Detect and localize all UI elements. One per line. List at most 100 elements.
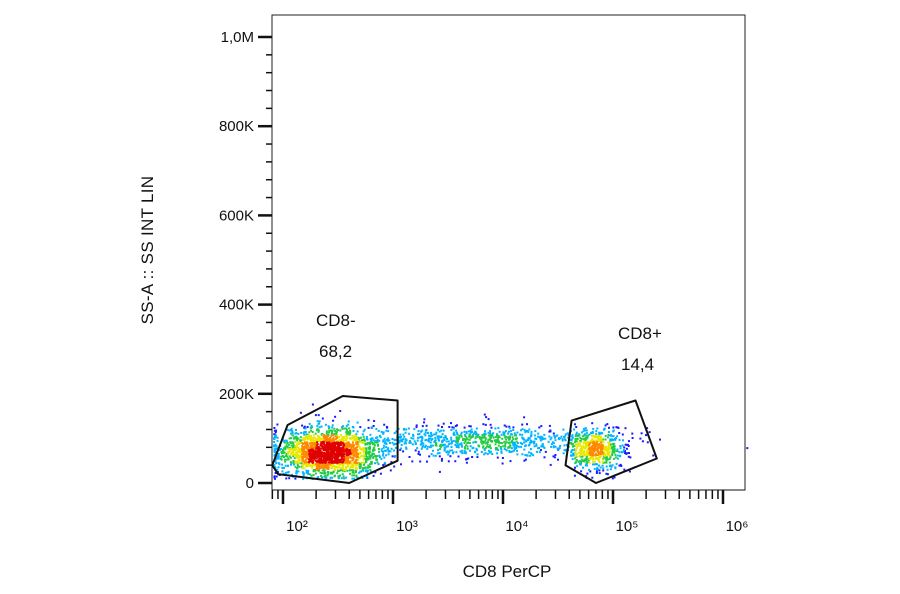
data-point: [361, 468, 364, 471]
data-point: [652, 454, 655, 457]
data-point: [494, 443, 497, 446]
data-point: [612, 426, 615, 429]
data-point: [587, 454, 590, 457]
data-point: [437, 438, 440, 441]
data-point: [435, 431, 438, 434]
data-point: [345, 467, 348, 470]
data-point: [273, 427, 276, 429]
data-point: [438, 455, 441, 458]
data-point: [308, 436, 311, 439]
data-point: [484, 447, 487, 449]
data-point: [591, 444, 594, 447]
data-point: [592, 427, 595, 430]
data-point: [483, 448, 486, 451]
data-point: [432, 454, 435, 457]
data-point: [319, 452, 322, 454]
data-point: [321, 466, 324, 469]
data-point: [503, 431, 506, 434]
data-point: [343, 427, 346, 430]
data-point: [292, 455, 295, 458]
data-point: [579, 439, 582, 442]
data-point: [385, 438, 388, 441]
data-point: [580, 438, 583, 440]
data-point: [612, 435, 615, 438]
data-point: [308, 449, 311, 452]
data-point: [585, 458, 588, 461]
data-point: [537, 435, 540, 438]
data-point: [341, 452, 344, 455]
data-point: [362, 461, 365, 464]
data-point: [543, 447, 546, 449]
data-point: [343, 470, 346, 473]
data-point: [609, 438, 612, 441]
data-point: [322, 464, 325, 467]
data-point: [606, 449, 609, 452]
scatter-points: [273, 403, 749, 480]
data-point: [294, 477, 297, 480]
data-point: [598, 469, 601, 472]
data-point: [382, 450, 384, 453]
data-point: [421, 436, 424, 439]
data-point: [488, 449, 490, 452]
data-point: [400, 435, 402, 438]
data-point: [297, 437, 300, 440]
data-point: [355, 449, 358, 452]
data-point: [582, 446, 584, 449]
data-point: [304, 455, 307, 458]
data-point: [467, 441, 470, 444]
data-point: [445, 440, 448, 443]
data-point: [296, 461, 299, 464]
data-point: [515, 440, 518, 443]
data-point: [299, 450, 302, 453]
data-point: [489, 434, 492, 436]
data-point: [339, 429, 342, 432]
data-point: [395, 443, 398, 445]
data-point: [574, 438, 577, 441]
data-point: [503, 440, 506, 443]
data-point: [370, 462, 373, 465]
data-point: [294, 461, 297, 464]
data-point: [285, 458, 288, 461]
data-point: [296, 439, 299, 442]
data-point: [332, 471, 335, 474]
data-point: [308, 447, 311, 450]
data-point: [337, 441, 340, 444]
data-point: [590, 431, 593, 434]
data-point: [466, 447, 469, 450]
data-point: [291, 449, 294, 451]
data-point: [346, 465, 349, 468]
data-point: [346, 446, 349, 449]
data-point: [436, 435, 439, 438]
data-point: [528, 428, 531, 431]
data-point: [608, 443, 610, 446]
data-point: [575, 440, 578, 443]
data-point: [412, 435, 415, 437]
data-point: [352, 430, 355, 433]
data-point: [334, 454, 337, 457]
data-point: [463, 430, 466, 433]
data-point: [335, 442, 338, 445]
data-point: [586, 445, 589, 448]
data-point: [520, 445, 523, 448]
data-point: [463, 438, 466, 440]
data-point: [537, 447, 539, 450]
data-point: [345, 458, 348, 461]
data-point: [610, 465, 613, 468]
data-point: [455, 441, 458, 444]
data-point: [345, 460, 348, 462]
data-point: [327, 442, 330, 445]
data-point: [494, 439, 497, 442]
data-point: [352, 457, 355, 460]
data-point: [363, 428, 366, 431]
data-point: [505, 425, 508, 428]
data-point: [340, 458, 343, 461]
data-point: [511, 436, 514, 439]
data-point: [344, 455, 347, 458]
data-point: [326, 459, 328, 462]
data-point: [346, 434, 349, 437]
data-point: [576, 443, 579, 445]
data-point: [351, 434, 354, 437]
data-point: [366, 456, 369, 459]
data-point: [330, 439, 332, 442]
data-point: [345, 424, 348, 427]
